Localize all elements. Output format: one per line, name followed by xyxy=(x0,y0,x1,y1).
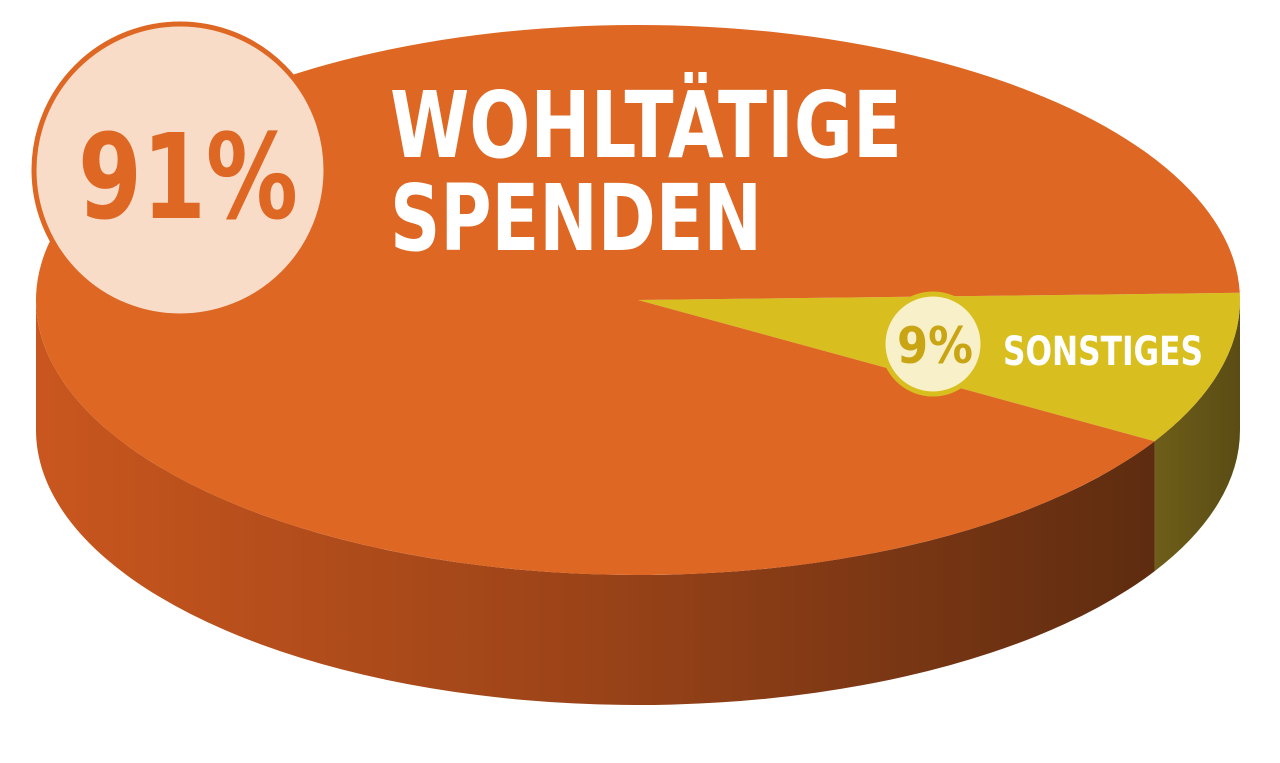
value-badge-circle-0 xyxy=(31,21,329,319)
pie-slice-0 xyxy=(35,24,1240,575)
pie-side-1-0 xyxy=(1154,300,1240,572)
value-badge-label-0: 91% xyxy=(78,108,298,246)
value-badge-label-1: 9% xyxy=(897,317,973,375)
slice-label-1-line-0: SONSTIGES xyxy=(1003,329,1203,375)
slice-label-0-line-0: WOHLTÄTIGE xyxy=(390,71,902,179)
pie-side-0-0 xyxy=(36,300,1155,705)
value-badge-circle-1 xyxy=(880,291,986,397)
slice-label-0-line-1: SPENDEN xyxy=(390,165,762,272)
